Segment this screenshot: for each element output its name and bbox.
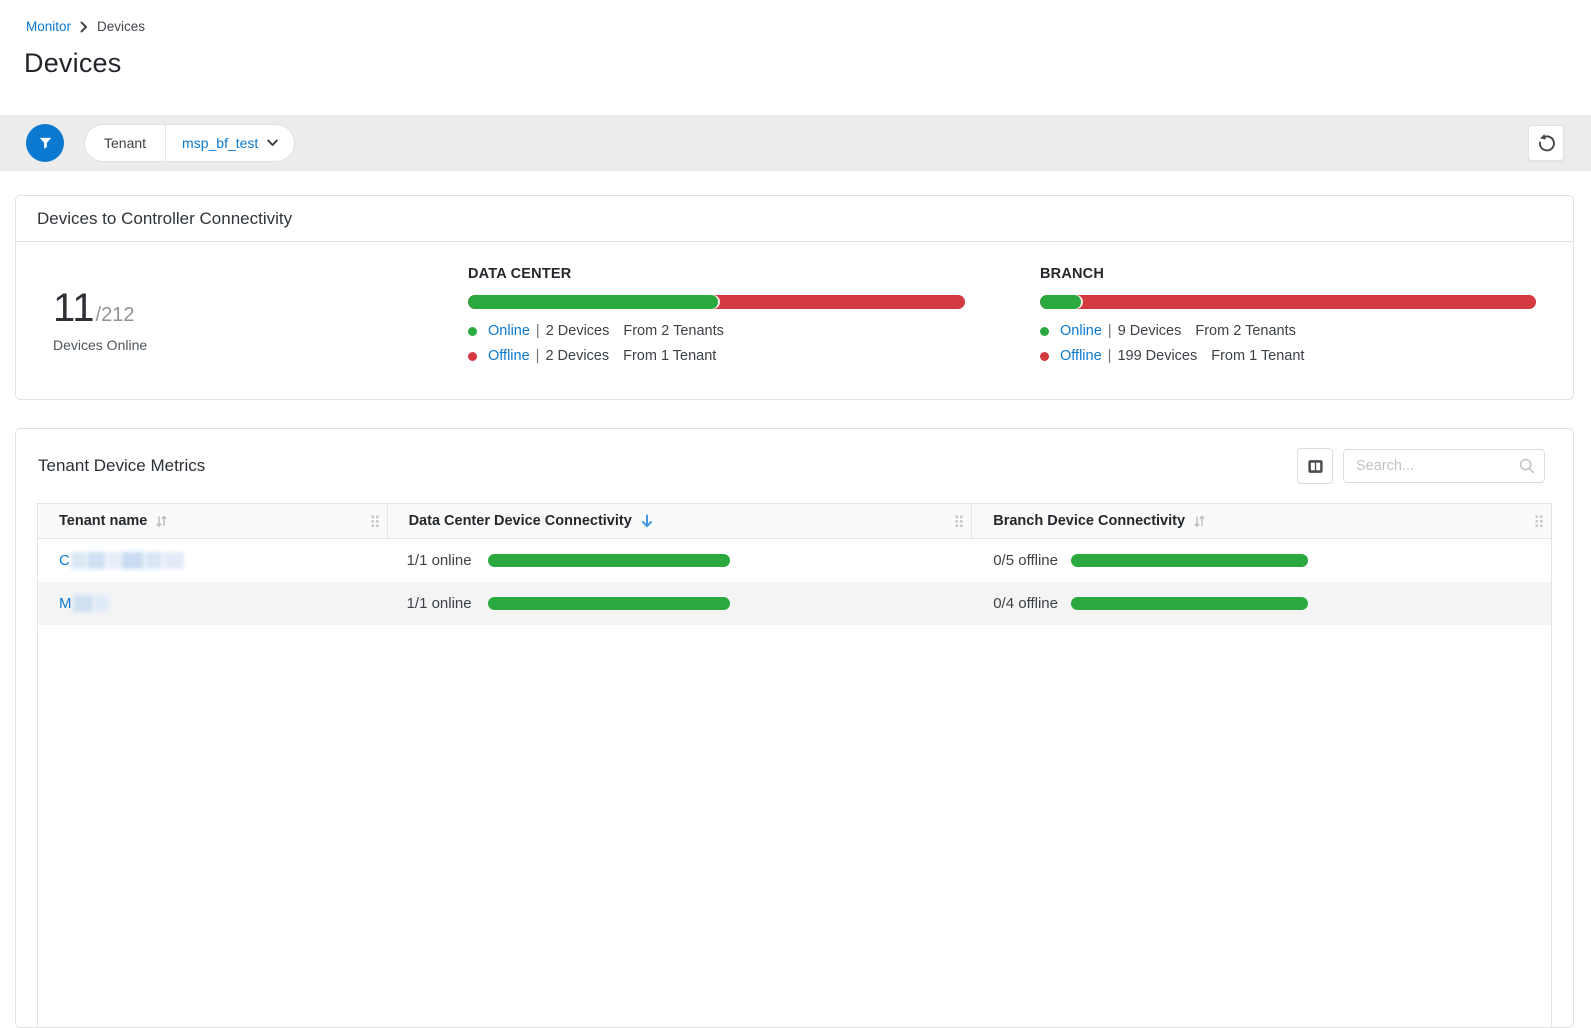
table-row: C 1/1 online 0/5 offline (38, 539, 1551, 582)
table-header-row: Tenant name Data Center Device Connectiv… (38, 504, 1551, 539)
data-center-offline-tenants: From 1 Tenant (623, 348, 717, 364)
data-center-offline-row: Offline | 2 Devices From 1 Tenant (468, 348, 965, 364)
separator: | (1107, 323, 1112, 339)
table-search (1343, 449, 1545, 483)
branch-offline-link[interactable]: Offline (1060, 348, 1102, 364)
column-header-branch-connectivity[interactable]: Branch Device Connectivity (972, 504, 1551, 538)
breadcrumb-monitor-link[interactable]: Monitor (26, 19, 72, 34)
redacted-text (70, 552, 86, 569)
chevron-down-icon (267, 139, 279, 147)
tenant-filter-label: Tenant (85, 125, 167, 161)
drag-handle-dots-icon[interactable] (955, 515, 964, 528)
branch-progress-bar (1040, 295, 1536, 309)
funnel-icon (37, 135, 54, 152)
branch-offline-devices: 199 Devices (1117, 348, 1198, 364)
search-input[interactable] (1343, 449, 1545, 483)
arrow-down-icon (641, 514, 653, 528)
devices-connectivity-card: Devices to Controller Connectivity 11 /2… (15, 195, 1574, 400)
tenant-name-text: M (59, 595, 72, 612)
column-header-tenant-name[interactable]: Tenant name (38, 504, 388, 538)
breadcrumb: Monitor Devices (26, 19, 145, 34)
data-center-progress-bar (468, 295, 965, 309)
devices-online-caption: Devices Online (53, 337, 148, 353)
table-row: M 1/1 online 0/4 offline (38, 582, 1551, 625)
data-center-offline-link[interactable]: Offline (488, 348, 530, 364)
redacted-text (162, 552, 184, 569)
data-center-online-row: Online | 2 Devices From 2 Tenants (468, 323, 965, 339)
branch-online-tenants: From 2 Tenants (1195, 323, 1296, 339)
branch-online-row: Online | 9 Devices From 2 Tenants (1040, 323, 1536, 339)
tenant-filter-pill: Tenant msp_bf_test (85, 125, 295, 161)
page-title: Devices (24, 48, 122, 78)
branch-connectivity-bar (1071, 597, 1308, 610)
tenant-filter-dropdown[interactable]: msp_bf_test (166, 135, 294, 151)
redacted-text (93, 595, 109, 612)
separator: | (535, 323, 540, 339)
online-status-dot-icon (468, 326, 477, 336)
redacted-text (72, 595, 93, 612)
branch-connectivity-group: BRANCH Online | 9 Devices From 2 Tenants… (1040, 266, 1536, 364)
separator: | (1107, 348, 1112, 364)
column-picker-icon (1306, 457, 1325, 476)
data-center-connectivity-group: DATA CENTER Online | 2 Devices From 2 Te… (468, 266, 965, 364)
data-center-connectivity-value: 1/1 online (406, 595, 472, 612)
connectivity-card-title: Devices to Controller Connectivity (16, 196, 1573, 242)
branch-offline-row: Offline | 199 Devices From 1 Tenant (1040, 348, 1536, 364)
data-center-connectivity-bar (487, 554, 730, 567)
tenant-filter-value: msp_bf_test (182, 135, 259, 151)
devices-total: /212 (95, 304, 135, 326)
devices-online-stat: 11 /212 Devices Online (53, 288, 147, 353)
column-header-label: Tenant name (59, 513, 148, 529)
filter-button[interactable] (26, 124, 64, 162)
tenant-name-link[interactable]: C (59, 552, 184, 569)
redacted-text (120, 552, 144, 569)
branch-online-devices: 9 Devices (1117, 323, 1182, 339)
branch-connectivity-value: 0/4 offline (993, 595, 1058, 612)
tenant-name-link[interactable]: M (59, 595, 109, 612)
reset-filters-button[interactable] (1528, 125, 1564, 161)
magnifier-icon (1518, 457, 1536, 475)
drag-handle-dots-icon[interactable] (371, 515, 380, 528)
offline-status-dot-icon (468, 351, 477, 361)
filter-bar: Tenant msp_bf_test (0, 115, 1591, 171)
column-header-data-center-connectivity[interactable]: Data Center Device Connectivity (388, 504, 973, 538)
column-header-label: Data Center Device Connectivity (408, 513, 632, 529)
undo-arrow-icon (1536, 133, 1557, 154)
redacted-text (106, 552, 120, 569)
branch-offline-tenants: From 1 Tenant (1211, 348, 1305, 364)
chevron-right-icon (80, 21, 88, 33)
offline-status-dot-icon (1040, 351, 1049, 361)
redacted-text (86, 552, 106, 569)
data-center-online-devices: 2 Devices (545, 323, 610, 339)
sort-up-down-icon (156, 514, 168, 528)
data-center-offline-devices: 2 Devices (545, 348, 610, 364)
data-center-online-segment (468, 295, 718, 309)
metrics-card-title: Tenant Device Metrics (38, 456, 206, 475)
separator: | (535, 348, 540, 364)
metrics-card-header: Tenant Device Metrics (16, 429, 1573, 503)
online-status-dot-icon (1040, 326, 1049, 336)
devices-online-count: 11 (53, 286, 95, 330)
breadcrumb-devices: Devices (97, 19, 146, 34)
connectivity-card-body: 11 /212 Devices Online DATA CENTER Onlin… (16, 242, 1573, 400)
branch-heading: BRANCH (1040, 266, 1105, 282)
branch-connectivity-bar (1071, 554, 1308, 567)
drag-handle-dots-icon[interactable] (1535, 515, 1544, 528)
branch-online-segment (1040, 295, 1082, 309)
sort-up-down-icon (1194, 514, 1205, 528)
data-center-connectivity-bar (487, 597, 730, 610)
branch-connectivity-value: 0/5 offline (993, 552, 1058, 569)
tenant-metrics-table: Tenant name Data Center Device Connectiv… (37, 503, 1552, 1027)
tenant-name-text: C (59, 552, 70, 569)
branch-online-link[interactable]: Online (1060, 323, 1102, 339)
column-header-label: Branch Device Connectivity (993, 513, 1186, 529)
redacted-text (144, 552, 162, 569)
data-center-connectivity-value: 1/1 online (406, 552, 472, 569)
data-center-online-tenants: From 2 Tenants (623, 323, 724, 339)
data-center-online-link[interactable]: Online (488, 323, 530, 339)
data-center-heading: DATA CENTER (468, 266, 572, 282)
column-settings-button[interactable] (1297, 448, 1333, 484)
tenant-device-metrics-card: Tenant Device Metrics (15, 428, 1574, 1028)
